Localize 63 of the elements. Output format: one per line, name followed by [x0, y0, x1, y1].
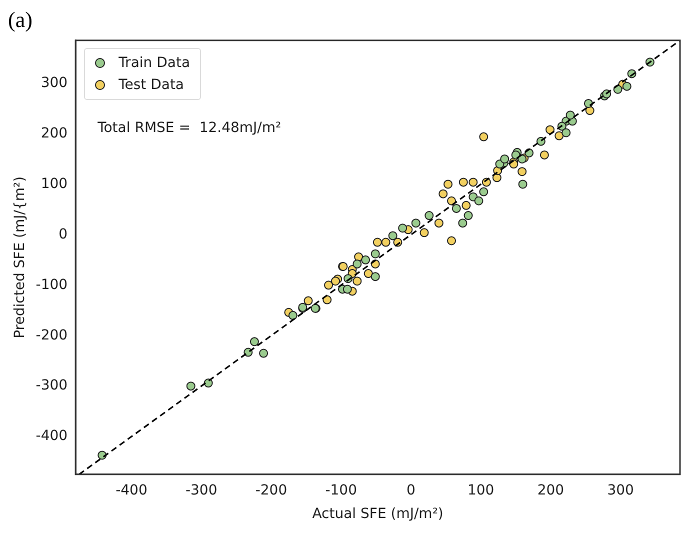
legend-label: Train Data: [118, 54, 190, 74]
y-tick-label: 200: [40, 125, 68, 142]
x-tick-label: -400: [116, 482, 148, 498]
point: [438, 189, 448, 198]
point: [464, 211, 473, 220]
x-tick-label: 100: [467, 482, 494, 498]
point: [420, 228, 429, 238]
point: [370, 249, 380, 258]
point: [370, 272, 380, 282]
point: [518, 167, 527, 176]
point: [304, 296, 313, 306]
point: [288, 310, 298, 320]
point: [468, 178, 478, 187]
y-tick-label: -100: [36, 276, 68, 293]
x-tick-label: 0: [406, 482, 416, 498]
chart-title: (a): [8, 6, 32, 32]
point: [352, 276, 362, 286]
point: [398, 224, 408, 233]
x-tick-label: 300: [607, 482, 634, 498]
point: [250, 337, 259, 346]
point: [411, 218, 420, 228]
annotation: Total RMSE = 12.48mJ/m²: [96, 120, 282, 136]
point: [566, 110, 575, 120]
x-tick-label: -300: [185, 482, 218, 498]
point: [444, 180, 453, 189]
x-tick-label: 200: [537, 482, 564, 498]
point: [361, 255, 370, 264]
point: [458, 178, 468, 187]
y-tick-label: 300: [40, 74, 68, 91]
legend-label: Test Data: [118, 76, 184, 96]
point: [424, 211, 434, 220]
x-axis-title: Actual SFE (mJ/m²): [312, 506, 444, 522]
y-tick-label: -400: [36, 428, 68, 444]
x-tick-label: -200: [255, 482, 288, 498]
point: [479, 132, 488, 142]
point: [447, 236, 456, 246]
point: [500, 154, 510, 164]
x-tick-label: -100: [325, 482, 357, 498]
point: [540, 150, 549, 160]
y-tick-label: -200: [36, 327, 68, 344]
y-tick-label: 0: [58, 226, 68, 242]
point: [479, 187, 488, 196]
point: [381, 238, 390, 247]
point: [452, 204, 461, 213]
y-tick-label: -300: [36, 378, 68, 394]
point: [186, 382, 196, 391]
y-axis-title: Predicted SFE (mJ/{m²): [12, 176, 28, 338]
point: [324, 280, 334, 290]
point: [388, 231, 398, 240]
point: [372, 238, 382, 247]
point: [518, 180, 528, 189]
point: [554, 131, 564, 140]
point: [474, 196, 484, 206]
point: [364, 269, 373, 278]
point: [342, 284, 352, 294]
y-tick-label: 100: [40, 176, 68, 192]
point: [562, 128, 571, 138]
point: [622, 82, 632, 91]
point: [259, 348, 268, 358]
point: [462, 200, 471, 210]
point: [352, 259, 362, 268]
point: [434, 218, 444, 228]
point: [458, 218, 468, 228]
